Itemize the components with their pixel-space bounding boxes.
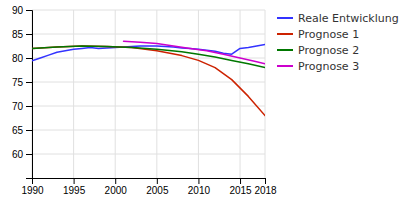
y-tick: 85 (12, 29, 32, 40)
x-tick-mark (157, 178, 158, 184)
legend-label: Reale Entwicklung (298, 12, 399, 25)
y-tick: 65 (12, 125, 32, 136)
y-tick-label: 75 (12, 77, 24, 88)
y-tick-label: 85 (12, 29, 24, 40)
grid-line-x (240, 10, 241, 178)
x-tick-mark (198, 178, 199, 184)
y-tick: 75 (12, 77, 32, 88)
legend-item: Prognose 3 (277, 60, 359, 73)
grid-line-y (32, 130, 265, 131)
x-axis: 1990 1995 2000 2005 2010 20152018 (21, 178, 277, 196)
legend-swatch (277, 17, 293, 19)
x-tick: 1995 (63, 178, 86, 196)
x-tick-label: 2018 (254, 185, 277, 196)
grid-line-y (32, 58, 265, 59)
grid-line-x (265, 10, 266, 178)
x-tick-label: 2005 (146, 185, 169, 196)
legend-item: Reale Entwicklung (277, 12, 399, 25)
legend: Reale Entwicklung Prognose 1 Prognose 2 Pro… (277, 12, 399, 73)
x-tick-label: 1990 (21, 185, 44, 196)
x-tick: 2005 (146, 178, 169, 196)
y-tick-mark (26, 154, 32, 155)
series-line (124, 41, 265, 64)
y-tick-label: 80 (12, 53, 24, 64)
plot: 1990 1995 2000 2005 2010 20152018 60 65 70 75 80 85… (12, 5, 277, 196)
y-tick: 60 (12, 149, 32, 160)
x-tick: 1990 (21, 178, 44, 196)
legend-label: Prognose 1 (298, 28, 359, 41)
legend-item: Prognose 2 (277, 44, 359, 57)
chart-container: 1990 1995 2000 2005 2010 20152018 60 65 70 75 80 85… (0, 0, 400, 200)
y-tick-mark (26, 58, 32, 59)
y-tick-label: 60 (12, 149, 24, 160)
y-tick: 80 (12, 53, 32, 64)
grid-line-x (156, 10, 157, 178)
y-axis-line (26, 11, 33, 179)
grid-line-y (32, 34, 265, 35)
y-tick: 90 (12, 5, 32, 16)
y-tick-label: 90 (12, 5, 24, 16)
grid-line-x (198, 10, 199, 178)
x-tick: 2000 (105, 178, 128, 196)
y-tick-mark (26, 34, 32, 35)
legend-swatch (277, 49, 293, 51)
x-axis-line (33, 179, 266, 185)
x-tick-label: 2015 (229, 185, 252, 196)
x-tick-mark (240, 178, 241, 184)
x-tick: 2010 (188, 178, 211, 196)
legend-item: Prognose 1 (277, 28, 359, 41)
legend-label: Prognose 3 (298, 60, 359, 73)
y-tick-mark (26, 130, 32, 131)
x-tick: 2018 (254, 178, 277, 196)
y-tick-mark (26, 106, 32, 107)
grid-line-y (32, 82, 265, 83)
grid (32, 10, 265, 178)
y-tick-label: 65 (12, 125, 24, 136)
x-tick-label: 1995 (63, 185, 86, 196)
y-tick-mark (26, 82, 32, 83)
x-tick-label: 2000 (105, 185, 128, 196)
y-axis: 60 65 70 75 80 85 90 (12, 5, 33, 179)
x-tick-label: 2010 (188, 185, 211, 196)
series-line (32, 46, 265, 68)
x-tick-mark (115, 178, 116, 184)
x-tick-mark (265, 178, 266, 184)
legend-swatch (277, 65, 293, 67)
grid-line-y (32, 10, 265, 11)
grid-line-x (73, 10, 74, 178)
grid-line-x (115, 10, 116, 178)
legend-label: Prognose 2 (298, 44, 359, 57)
grid-line-y (32, 106, 265, 107)
y-tick-mark (26, 10, 32, 11)
x-tick-mark (74, 178, 75, 184)
legend-swatch (277, 33, 293, 35)
chart: 1990 1995 2000 2005 2010 20152018 60 65 70 75 80 85… (0, 0, 400, 200)
x-tick: 2015 (229, 178, 252, 196)
grid-line-y (32, 154, 265, 155)
y-tick-label: 70 (12, 101, 24, 112)
y-tick: 70 (12, 101, 32, 112)
lines (32, 41, 265, 115)
